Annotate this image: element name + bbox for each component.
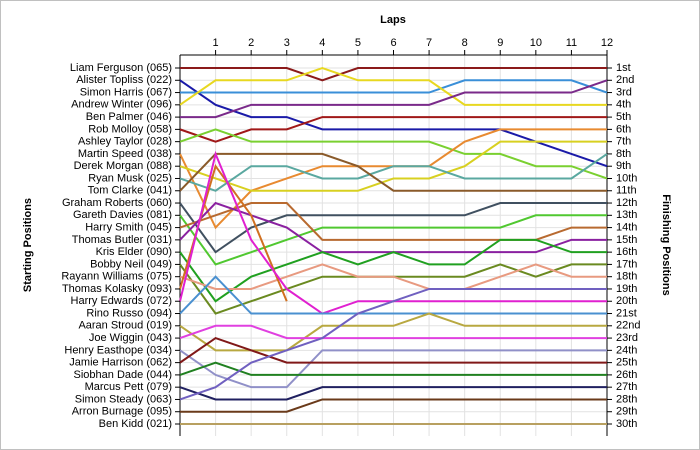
series-line (179, 263, 607, 290)
series-line (179, 153, 608, 192)
legend-label: Ashley Taylor (028) (78, 136, 172, 148)
legend-label: Marcus Pett (079) (85, 381, 172, 393)
x-tick-label: 10 (530, 37, 542, 49)
y2-tick-label: 10th (616, 172, 637, 184)
legend-label: Rino Russo (094) (86, 307, 172, 319)
legend-label: Bobby Neil (049) (90, 258, 172, 270)
y2-tick-label: 19th (616, 283, 637, 295)
x-tick-label: 12 (601, 37, 613, 49)
x-tick-label: 8 (462, 37, 468, 49)
legend-label: Aaran Stroud (019) (78, 320, 172, 332)
legend-label: Ben Kidd (021) (99, 418, 172, 430)
legend-label: Joe Wiggin (043) (89, 332, 172, 344)
legend-label: Martin Speed (038) (78, 148, 172, 160)
y-axis-title: Starting Positions (22, 198, 34, 292)
y2-tick-label: 9th (616, 160, 631, 172)
series-line (179, 202, 607, 254)
y2-tick-label: 20th (616, 295, 637, 307)
y2-tick-label: 2nd (616, 74, 634, 86)
legend-label: Jamie Harrison (062) (69, 357, 172, 369)
series-line (180, 79, 608, 119)
series-line (180, 67, 607, 82)
series-line (179, 214, 607, 266)
y2-tick-label: 30th (616, 418, 637, 430)
y2-tick-label: 5th (616, 111, 631, 123)
legend-label: Kris Elder (090) (96, 246, 172, 258)
x-tick-label: 4 (319, 37, 325, 49)
series-line (179, 386, 607, 401)
y2-tick-label: 14th (616, 221, 637, 233)
y2-tick-label: 21st (616, 307, 637, 319)
series-line (179, 116, 607, 143)
series-line (179, 287, 607, 401)
x-tick-label: 1 (213, 37, 219, 49)
legend-label: Simon Steady (063) (75, 393, 172, 405)
y2-tick-label: 12th (616, 197, 637, 209)
legend-label: Henry Easthope (034) (64, 344, 172, 356)
x-tick-label: 9 (497, 37, 503, 49)
y2-tick-label: 26th (616, 369, 637, 381)
y2-tick-label: 3rd (616, 86, 632, 98)
series-line (179, 140, 607, 192)
series-line (179, 128, 608, 180)
legend-label: Arron Burnage (095) (72, 406, 172, 418)
legend-label: Gareth Davies (081) (73, 209, 172, 221)
y2-axis-title: Finishing Positions (660, 194, 672, 295)
x-tick-label: 2 (248, 37, 254, 49)
legend-label: Tom Clarke (041) (88, 185, 172, 197)
legend-label: Thomas Butler (031) (72, 234, 172, 246)
y2-tick-label: 1st (616, 62, 631, 74)
y2-tick-label: 6th (616, 123, 631, 135)
y2-tick-label: 13th (616, 209, 637, 221)
legend-label: Ryan Musk (025) (88, 172, 172, 184)
legend-label: Harry Edwards (072) (71, 295, 172, 307)
x-axis-title: Laps (380, 14, 406, 26)
y2-tick-label: 27th (616, 381, 637, 393)
legend-label: Graham Roberts (060) (62, 197, 172, 209)
legend-label: Liam Ferguson (065) (70, 62, 172, 74)
legend-label: Alister Topliss (022) (76, 74, 172, 86)
y2-tick-label: 22nd (616, 320, 640, 332)
series-line (179, 275, 607, 315)
y2-tick-label: 18th (616, 271, 637, 283)
y2-tick-label: 17th (616, 258, 637, 270)
series-line (179, 66, 607, 106)
y2-tick-label: 29th (616, 406, 637, 418)
x-tick-label: 5 (355, 37, 361, 49)
series-line (179, 336, 607, 364)
y2-tick-label: 24th (616, 344, 637, 356)
legend-label: Rayann Williams (075) (61, 271, 172, 283)
x-tick-label: 6 (390, 37, 396, 49)
series-line (179, 324, 607, 340)
legend-label: Simon Harris (067) (80, 86, 172, 98)
y2-tick-label: 23rd (616, 332, 638, 344)
legend-label: Andrew Winter (096) (71, 99, 172, 111)
series-line (179, 361, 607, 376)
legend-label: Ben Palmer (046) (86, 111, 172, 123)
legend-label: Thomas Kolasky (093) (62, 283, 172, 295)
series-line (179, 238, 607, 303)
series-line (180, 79, 608, 94)
x-tick-label: 7 (426, 37, 432, 49)
x-tick-label: 3 (284, 37, 290, 49)
legend-label: Derek Morgan (088) (74, 160, 172, 172)
y2-tick-label: 4th (616, 99, 631, 111)
legend-label: Rob Molloy (058) (88, 123, 172, 135)
legend-label: Siobhan Dade (044) (74, 369, 172, 381)
y2-tick-label: 16th (616, 246, 637, 258)
x-tick-label: 11 (566, 37, 577, 49)
series-line (180, 398, 607, 413)
series-line (179, 349, 607, 389)
y2-tick-label: 7th (616, 136, 631, 148)
y2-tick-label: 25th (616, 357, 637, 369)
series-line (179, 152, 607, 192)
y2-tick-label: 15th (616, 234, 637, 246)
y2-tick-label: 28th (616, 393, 637, 405)
legend-label: Harry Smith (045) (85, 221, 172, 233)
y2-tick-label: 8th (616, 148, 631, 160)
y2-tick-label: 11th (616, 185, 637, 197)
